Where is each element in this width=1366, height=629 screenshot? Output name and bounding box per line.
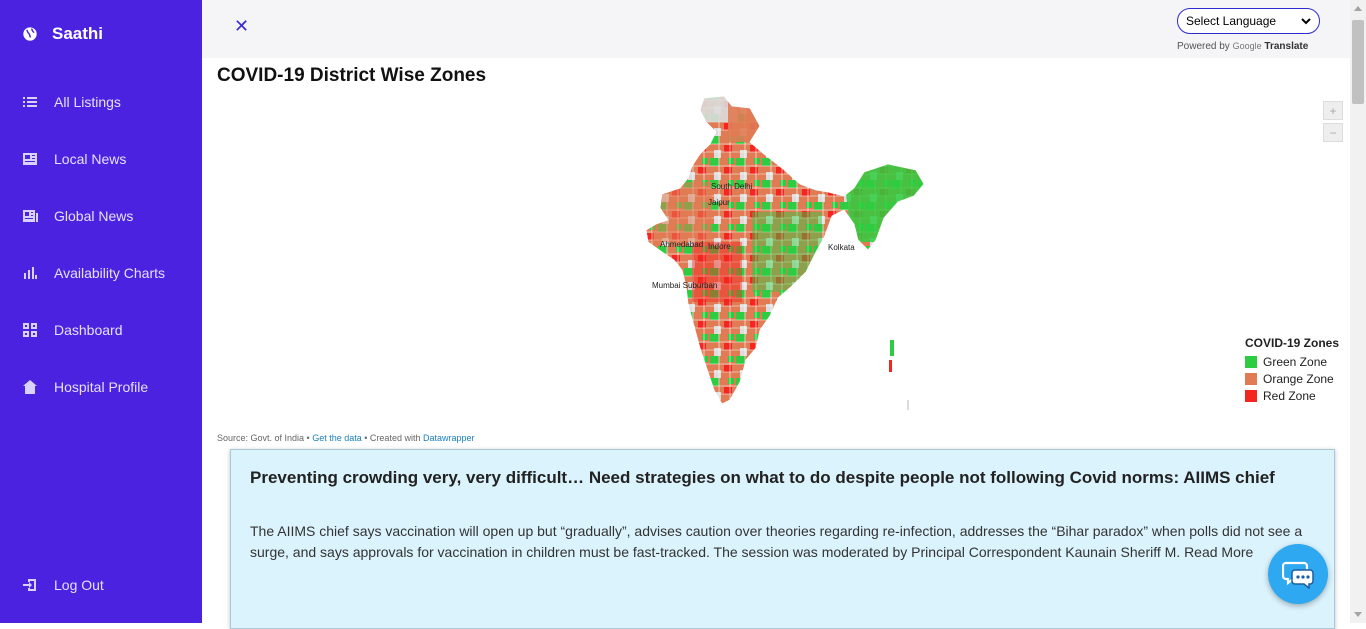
legend-title: COVID-19 Zones xyxy=(1245,336,1340,350)
india-zone-map[interactable]: South Delhi Jaipur Ahmedabad Indore Kolk… xyxy=(632,92,932,417)
datawrapper-link[interactable]: Datawrapper xyxy=(422,433,475,443)
legend-item-orange: Orange Zone xyxy=(1245,372,1339,386)
logout-icon xyxy=(23,579,36,591)
grid-icon xyxy=(23,323,37,337)
newspaper-icon xyxy=(23,153,37,165)
sidebar-item-global-news[interactable]: Global News xyxy=(22,208,133,224)
zoom-out-button[interactable]: − xyxy=(1323,123,1343,142)
zoom-in-button[interactable]: + xyxy=(1323,101,1343,120)
close-button[interactable]: ✕ xyxy=(234,16,250,36)
logout-label: Log Out xyxy=(54,577,104,593)
news-title[interactable]: Preventing crowding very, very difficult… xyxy=(250,468,1275,487)
list-icon xyxy=(23,97,37,107)
scrollbar-thumb[interactable] xyxy=(1352,20,1364,104)
city-label: Jaipur xyxy=(708,198,730,207)
sidebar-item-label: All Listings xyxy=(54,94,121,110)
globe-icon xyxy=(23,27,37,41)
language-select[interactable]: Select Language xyxy=(1177,8,1320,34)
sidebar-item-label: Local News xyxy=(54,151,127,167)
legend-swatch xyxy=(1245,390,1257,402)
main-content: ✕ Select Language Powered by Google Tran… xyxy=(202,0,1350,629)
language-select-value: Select Language xyxy=(1186,14,1277,28)
get-data-link[interactable]: Get the data xyxy=(312,433,362,443)
city-label: Ahmedabad xyxy=(660,240,703,249)
map-source: Source: Govt. of India • Get the data • … xyxy=(217,433,475,443)
home-icon xyxy=(23,380,37,394)
sidebar-item-label: Dashboard xyxy=(54,322,123,338)
sidebar-item-label: Availability Charts xyxy=(54,265,166,281)
bar-chart-icon xyxy=(24,267,37,279)
map-legend: COVID-19 Zones Green Zone Orange Zone Re… xyxy=(1245,336,1339,406)
sidebar-item-label: Global News xyxy=(54,208,134,224)
legend-item-red: Red Zone xyxy=(1245,389,1339,403)
sidebar: Saathi All Listings Local News Global Ne… xyxy=(0,0,202,623)
powered-by-google[interactable]: Powered by Google Translate xyxy=(1177,41,1309,52)
legend-item-green: Green Zone xyxy=(1245,355,1339,369)
scroll-down-icon[interactable] xyxy=(1354,612,1362,617)
brand-name: Saathi xyxy=(52,24,104,43)
sidebar-item-dashboard[interactable]: Dashboard xyxy=(22,322,123,338)
sidebar-item-label: Hospital Profile xyxy=(54,379,149,395)
news-card[interactable]: Preventing crowding very, very difficult… xyxy=(230,449,1335,629)
legend-swatch xyxy=(1245,373,1257,385)
sidebar-item-availability-charts[interactable]: Availability Charts xyxy=(22,265,165,281)
global-news-icon xyxy=(23,210,38,222)
legend-swatch xyxy=(1245,356,1257,368)
map-title: COVID-19 District Wise Zones xyxy=(217,65,487,86)
news-body: The AIIMS chief says vaccination will op… xyxy=(250,523,1303,560)
top-bar: ✕ Select Language Powered by Google Tran… xyxy=(202,0,1350,58)
city-label: South Delhi xyxy=(711,182,753,191)
sidebar-item-all-listings[interactable]: All Listings xyxy=(22,94,121,110)
google-logo: Google xyxy=(1232,41,1262,51)
city-label: Kolkata xyxy=(828,243,855,252)
sidebar-item-hospital-profile[interactable]: Hospital Profile xyxy=(22,379,148,395)
scrollbar[interactable] xyxy=(1350,0,1366,623)
scroll-up-icon[interactable] xyxy=(1354,6,1362,11)
chat-button[interactable] xyxy=(1268,544,1328,604)
chat-icon xyxy=(1282,561,1314,589)
logout-button[interactable]: Log Out xyxy=(22,577,104,593)
city-label: Mumbai Suburban xyxy=(652,281,717,290)
brand[interactable]: Saathi xyxy=(22,24,103,44)
city-label: Indore xyxy=(708,242,731,251)
sidebar-item-local-news[interactable]: Local News xyxy=(22,151,126,167)
chevron-down-icon xyxy=(1301,17,1311,24)
